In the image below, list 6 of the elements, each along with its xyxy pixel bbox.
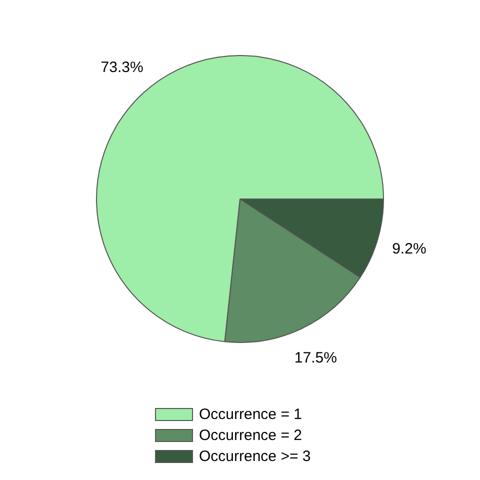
legend-label: Occurrence = 1 bbox=[199, 406, 302, 423]
legend-label: Occurrence >= 3 bbox=[199, 448, 311, 465]
data-label: 73.3% bbox=[100, 58, 144, 76]
data-label: 17.5% bbox=[294, 350, 337, 367]
legend-label: Occurrence = 2 bbox=[199, 427, 302, 444]
data-label: 9.2% bbox=[392, 240, 426, 258]
